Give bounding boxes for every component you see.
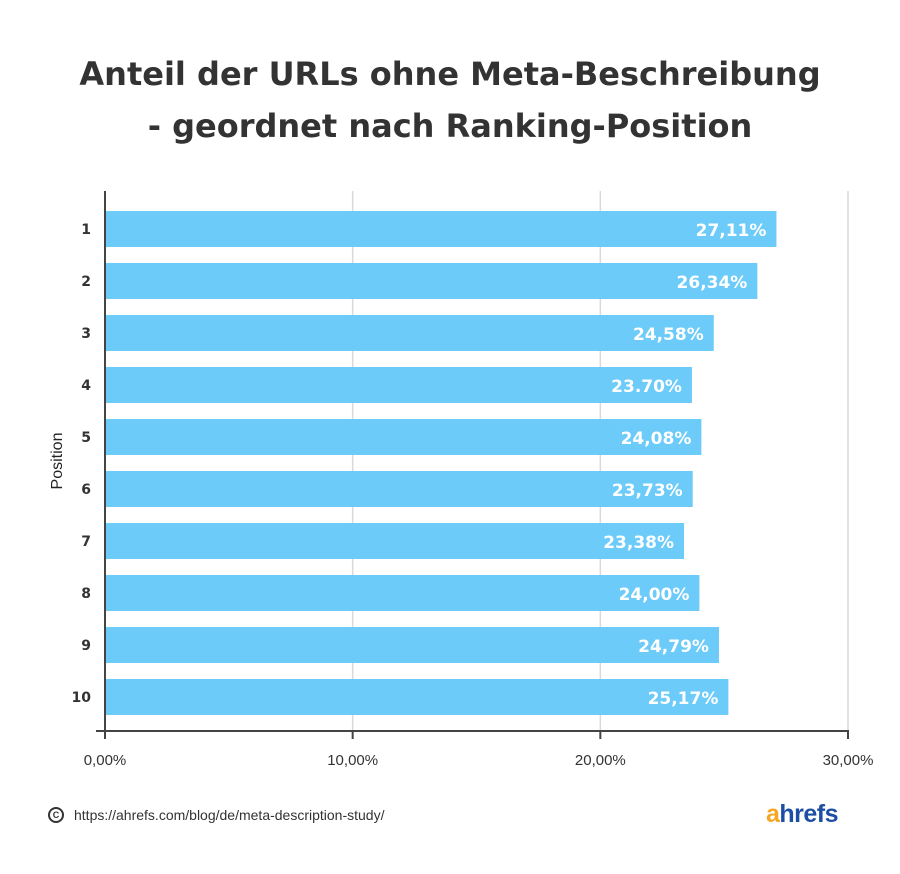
y-tick-label-7: 7 xyxy=(81,534,91,550)
y-tick-label-3: 3 xyxy=(81,326,91,342)
x-tick-label-1: 10,00% xyxy=(327,752,378,769)
bar-position-3 xyxy=(105,315,714,351)
bar-chart: 27,11% 1 26,34% 2 24,58% 3 23.70% 4 24,08% 5 23,73… xyxy=(49,191,874,769)
x-tick-label-0: 0,00% xyxy=(84,752,127,769)
bar-position-1 xyxy=(105,211,777,247)
copyright-icon xyxy=(48,807,64,823)
bar-value-label-1: 27,11% xyxy=(696,221,767,241)
source-footer: https://ahrefs.com/blog/de/meta-descript… xyxy=(48,802,384,828)
bar-position-9 xyxy=(105,627,719,663)
x-tick-label-3: 30,00% xyxy=(823,752,874,769)
ahrefs-logo: ahrefs xyxy=(766,798,839,830)
y-tick-label-9: 9 xyxy=(81,638,91,654)
bar-value-label-10: 25,17% xyxy=(648,689,719,709)
y-tick-label-10: 10 xyxy=(72,690,92,706)
bar-value-label-3: 24,58% xyxy=(633,325,704,345)
bar-position-6 xyxy=(105,471,693,507)
y-tick-label-5: 5 xyxy=(81,430,91,446)
bar-value-label-5: 24,08% xyxy=(621,429,692,449)
bar-value-label-7: 23,38% xyxy=(603,533,674,553)
y-tick-label-2: 2 xyxy=(81,274,91,290)
x-tick-label-2: 20,00% xyxy=(575,752,626,769)
y-tick-label-6: 6 xyxy=(81,482,91,498)
y-axis-title: Position xyxy=(49,433,66,490)
bar-position-7 xyxy=(105,523,685,559)
logo-letter-a: a xyxy=(766,800,780,828)
bar-value-label-4: 23.70% xyxy=(611,377,682,397)
bar-position-8 xyxy=(105,575,700,611)
bar-value-label-9: 24,79% xyxy=(638,637,709,657)
bar-position-4 xyxy=(105,367,692,403)
source-url[interactable]: https://ahrefs.com/blog/de/meta-descript… xyxy=(74,807,385,823)
bar-position-2 xyxy=(105,263,758,299)
bar-position-10 xyxy=(105,679,729,715)
chart-title-line-1: Anteil der URLs ohne Meta-Beschreibung xyxy=(79,55,821,93)
y-tick-label-4: 4 xyxy=(81,378,91,394)
chart-title: Anteil der URLs ohne Meta-Beschreibung -… xyxy=(0,48,900,152)
bar-position-5 xyxy=(105,419,702,455)
chart-title-line-2: - geordnet nach Ranking-Position xyxy=(147,107,753,145)
bar-value-label-8: 24,00% xyxy=(619,585,690,605)
y-tick-label-8: 8 xyxy=(81,586,91,602)
logo-text-hrefs: hrefs xyxy=(779,800,839,828)
bar-value-label-2: 26,34% xyxy=(677,273,748,293)
bar-value-label-6: 23,73% xyxy=(612,481,683,501)
y-tick-label-1: 1 xyxy=(81,222,91,238)
